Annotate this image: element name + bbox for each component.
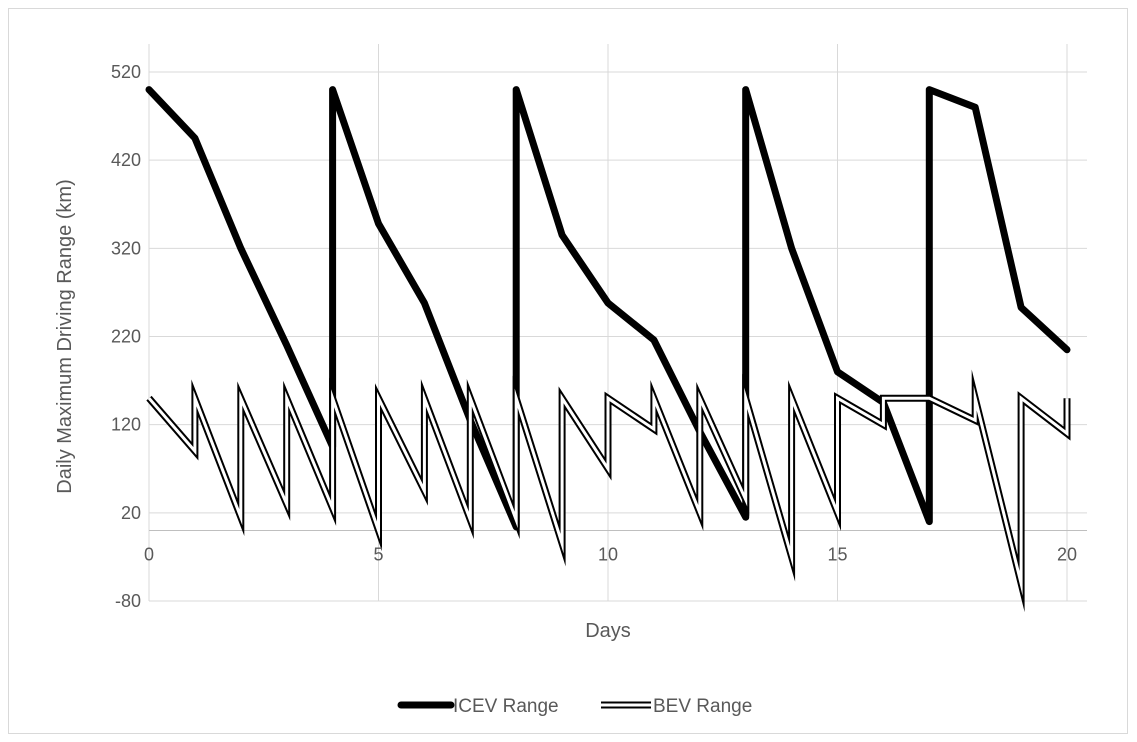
bev-range-legend-label: BEV Range (653, 696, 752, 717)
bev-range-line-inner (147, 385, 1069, 596)
legend: ICEV Range BEV Range (397, 696, 752, 717)
icev-range-legend-label: ICEV Range (453, 696, 559, 717)
x-tick-label: 15 (827, 544, 847, 564)
y-tick-label: 520 (111, 62, 141, 82)
series-lines (145, 86, 1071, 613)
x-axis-title: Days (585, 620, 631, 642)
gridlines (148, 44, 1087, 602)
y-tick-label: 220 (111, 327, 141, 347)
y-tick-label: 420 (111, 150, 141, 170)
y-axis-title: Daily Maximum Driving Range (km) (54, 179, 76, 494)
y-tick-label: 20 (121, 503, 141, 523)
tick-labels: -80 20 120 220 320 420 520 0 5 10 15 20 (111, 62, 1077, 611)
line-chart: -80 20 120 220 320 420 520 0 5 10 15 20 Daily Maxim… (54, 44, 1087, 717)
chart-area: -80 20 120 220 320 420 520 0 5 10 15 20 Daily Maxim… (8, 8, 1128, 734)
y-tick-label: -80 (115, 591, 141, 611)
x-tick-label: 5 (373, 544, 383, 564)
x-tick-label: 20 (1057, 544, 1077, 564)
x-tick-label: 0 (144, 544, 154, 564)
x-tick-label: 10 (598, 544, 618, 564)
y-tick-label: 320 (111, 238, 141, 258)
y-tick-label: 120 (111, 415, 141, 435)
